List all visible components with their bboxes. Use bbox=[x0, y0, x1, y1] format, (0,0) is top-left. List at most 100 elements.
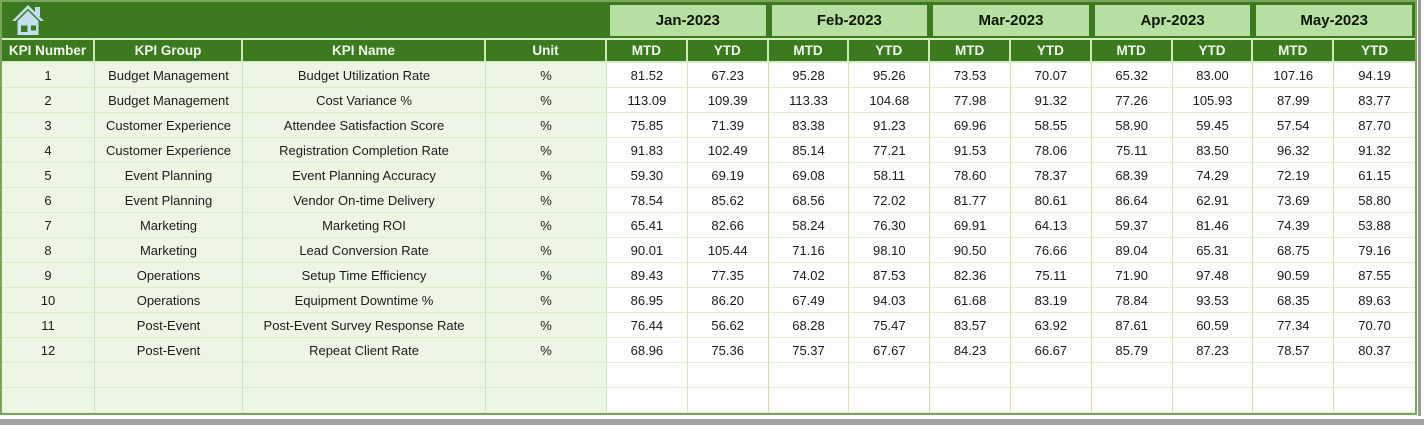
cell-value[interactable]: 91.32 bbox=[1010, 88, 1092, 113]
cell-value[interactable]: 89.43 bbox=[607, 263, 688, 288]
month-header[interactable]: Mar-2023 bbox=[930, 2, 1092, 38]
cell-empty[interactable] bbox=[849, 388, 931, 413]
cell-value[interactable]: 83.57 bbox=[930, 313, 1011, 338]
cell-value[interactable]: 82.36 bbox=[930, 263, 1011, 288]
cell-empty[interactable] bbox=[1010, 388, 1092, 413]
cell-value[interactable]: 96.32 bbox=[1253, 138, 1335, 163]
cell-value[interactable]: 81.52 bbox=[607, 63, 688, 88]
month-header[interactable]: Feb-2023 bbox=[768, 2, 931, 38]
cell-value[interactable]: 69.96 bbox=[930, 113, 1011, 138]
cell-value[interactable]: 87.55 bbox=[1334, 263, 1415, 288]
cell-value[interactable]: 75.47 bbox=[849, 313, 931, 338]
period-header-ytd[interactable]: YTD bbox=[1334, 38, 1415, 63]
cell-kpi-name[interactable]: Lead Conversion Rate bbox=[243, 238, 486, 263]
cell-value[interactable]: 80.61 bbox=[1010, 188, 1092, 213]
cell-empty[interactable] bbox=[1253, 363, 1335, 388]
month-header[interactable]: Apr-2023 bbox=[1091, 2, 1254, 38]
cell-empty[interactable] bbox=[1010, 363, 1092, 388]
cell-unit[interactable]: % bbox=[486, 313, 607, 338]
col-header-unit[interactable]: Unit bbox=[486, 38, 607, 63]
cell-value[interactable]: 58.11 bbox=[849, 163, 931, 188]
cell-value[interactable]: 65.32 bbox=[1091, 63, 1173, 88]
cell-value[interactable]: 81.46 bbox=[1172, 213, 1254, 238]
cell-value[interactable]: 78.84 bbox=[1091, 288, 1173, 313]
cell-unit[interactable]: % bbox=[486, 213, 607, 238]
cell-value[interactable]: 73.69 bbox=[1253, 188, 1335, 213]
cell-value[interactable]: 85.62 bbox=[687, 188, 769, 213]
cell-empty[interactable] bbox=[1334, 363, 1415, 388]
cell-kpi-name[interactable]: Budget Utilization Rate bbox=[243, 63, 486, 88]
period-header-mtd[interactable]: MTD bbox=[930, 38, 1011, 63]
col-header-kpi-name[interactable]: KPI Name bbox=[243, 38, 486, 63]
period-header-ytd[interactable]: YTD bbox=[849, 38, 931, 63]
cell-value[interactable]: 69.19 bbox=[687, 163, 769, 188]
cell-kpi-number[interactable]: 7 bbox=[2, 213, 95, 238]
cell-kpi-name[interactable]: Cost Variance % bbox=[243, 88, 486, 113]
cell-empty[interactable] bbox=[243, 388, 486, 413]
cell-kpi-number[interactable]: 4 bbox=[2, 138, 95, 163]
cell-kpi-group[interactable]: Event Planning bbox=[95, 163, 243, 188]
cell-value[interactable]: 83.19 bbox=[1010, 288, 1092, 313]
cell-value[interactable]: 75.11 bbox=[1091, 138, 1173, 163]
cell-value[interactable]: 87.23 bbox=[1172, 338, 1254, 363]
cell-value[interactable]: 66.67 bbox=[1010, 338, 1092, 363]
cell-value[interactable]: 65.41 bbox=[607, 213, 688, 238]
cell-unit[interactable]: % bbox=[486, 263, 607, 288]
cell-value[interactable]: 78.57 bbox=[1253, 338, 1335, 363]
cell-unit[interactable]: % bbox=[486, 288, 607, 313]
cell-value[interactable]: 84.23 bbox=[930, 338, 1011, 363]
cell-value[interactable]: 68.96 bbox=[607, 338, 688, 363]
cell-value[interactable]: 68.35 bbox=[1253, 288, 1335, 313]
cell-empty[interactable] bbox=[1334, 388, 1415, 413]
cell-value[interactable]: 72.02 bbox=[849, 188, 931, 213]
cell-kpi-number[interactable]: 1 bbox=[2, 63, 95, 88]
cell-value[interactable]: 93.53 bbox=[1172, 288, 1254, 313]
cell-value[interactable]: 53.88 bbox=[1334, 213, 1415, 238]
cell-value[interactable]: 95.28 bbox=[768, 63, 850, 88]
cell-value[interactable]: 67.23 bbox=[687, 63, 769, 88]
cell-value[interactable]: 86.64 bbox=[1091, 188, 1173, 213]
cell-kpi-number[interactable]: 6 bbox=[2, 188, 95, 213]
cell-kpi-name[interactable]: Equipment Downtime % bbox=[243, 288, 486, 313]
cell-value[interactable]: 82.66 bbox=[687, 213, 769, 238]
cell-value[interactable]: 61.68 bbox=[930, 288, 1011, 313]
col-header-kpi-group[interactable]: KPI Group bbox=[95, 38, 243, 63]
cell-value[interactable]: 59.30 bbox=[607, 163, 688, 188]
cell-value[interactable]: 74.29 bbox=[1172, 163, 1254, 188]
cell-empty[interactable] bbox=[768, 388, 850, 413]
cell-value[interactable]: 77.34 bbox=[1253, 313, 1335, 338]
cell-value[interactable]: 67.49 bbox=[768, 288, 850, 313]
cell-kpi-name[interactable]: Repeat Client Rate bbox=[243, 338, 486, 363]
cell-value[interactable]: 109.39 bbox=[687, 88, 769, 113]
cell-value[interactable]: 77.98 bbox=[930, 88, 1011, 113]
cell-kpi-number[interactable]: 3 bbox=[2, 113, 95, 138]
cell-empty[interactable] bbox=[687, 388, 769, 413]
cell-empty[interactable] bbox=[768, 363, 850, 388]
cell-value[interactable]: 78.37 bbox=[1010, 163, 1092, 188]
cell-value[interactable]: 75.37 bbox=[768, 338, 850, 363]
cell-value[interactable]: 74.02 bbox=[768, 263, 850, 288]
cell-value[interactable]: 90.50 bbox=[930, 238, 1011, 263]
cell-value[interactable]: 67.67 bbox=[849, 338, 931, 363]
cell-kpi-number[interactable]: 8 bbox=[2, 238, 95, 263]
cell-value[interactable]: 68.39 bbox=[1091, 163, 1173, 188]
cell-kpi-name[interactable]: Setup Time Efficiency bbox=[243, 263, 486, 288]
cell-kpi-number[interactable]: 11 bbox=[2, 313, 95, 338]
cell-kpi-group[interactable]: Marketing bbox=[95, 238, 243, 263]
cell-value[interactable]: 105.44 bbox=[687, 238, 769, 263]
cell-value[interactable]: 77.26 bbox=[1091, 88, 1173, 113]
cell-value[interactable]: 74.39 bbox=[1253, 213, 1335, 238]
cell-kpi-number[interactable]: 10 bbox=[2, 288, 95, 313]
cell-value[interactable]: 71.90 bbox=[1091, 263, 1173, 288]
cell-value[interactable]: 83.77 bbox=[1334, 88, 1415, 113]
cell-value[interactable]: 68.75 bbox=[1253, 238, 1335, 263]
cell-value[interactable]: 59.37 bbox=[1091, 213, 1173, 238]
cell-empty[interactable] bbox=[95, 388, 243, 413]
cell-value[interactable]: 69.91 bbox=[930, 213, 1011, 238]
cell-value[interactable]: 79.16 bbox=[1334, 238, 1415, 263]
period-header-ytd[interactable]: YTD bbox=[1010, 38, 1092, 63]
cell-value[interactable]: 72.19 bbox=[1253, 163, 1335, 188]
cell-value[interactable]: 73.53 bbox=[930, 63, 1011, 88]
cell-empty[interactable] bbox=[1172, 388, 1254, 413]
cell-value[interactable]: 94.03 bbox=[849, 288, 931, 313]
